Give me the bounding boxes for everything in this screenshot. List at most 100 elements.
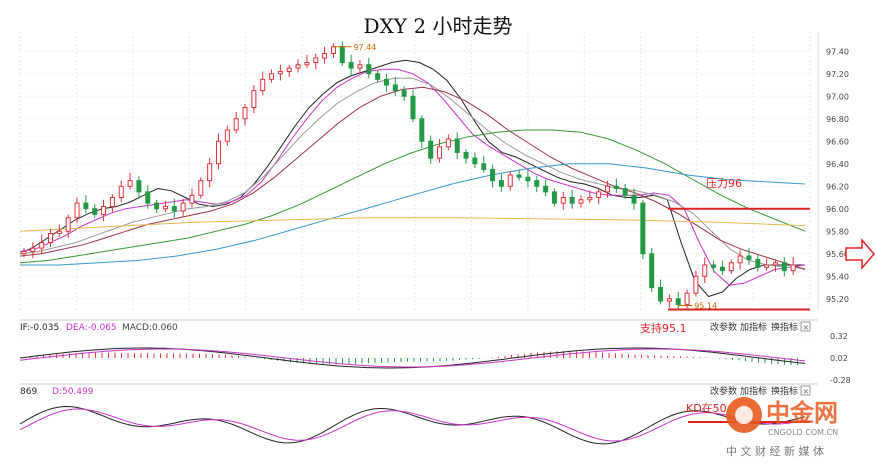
candle-body (224, 129, 230, 142)
candle-body (463, 152, 469, 159)
y-tick-label: 97.20 (826, 70, 849, 79)
candle-body (560, 197, 566, 204)
candle-body (366, 64, 372, 75)
close-icon: × (803, 387, 810, 396)
candle-body (719, 266, 725, 272)
watermark-subtitle: 中 文 财 经 新 媒 体 (726, 444, 824, 458)
candle-body (74, 202, 80, 219)
candle-body (569, 197, 575, 204)
support-label: 支持95.1 (640, 321, 687, 335)
params-button[interactable]: 改参数 (710, 321, 737, 333)
candle-body (295, 64, 301, 69)
add-indicator-button[interactable]: 加指标 (740, 321, 767, 333)
candle-body (136, 180, 142, 193)
candle-body (216, 140, 221, 165)
candle-body (348, 62, 354, 69)
candle-body (233, 118, 239, 131)
chart-title: DXY 2 小时走势 (363, 14, 513, 38)
candle-body (39, 242, 45, 249)
candle-body (127, 180, 133, 187)
candle-body (180, 202, 186, 212)
candle-body (781, 262, 787, 272)
add-indicator-button[interactable]: 加指标 (740, 385, 767, 397)
candle-body (260, 78, 266, 92)
y-tick-label: 97.40 (826, 47, 849, 56)
candle-body (437, 146, 443, 159)
indicator-kd: 869 D:50.499 KD在50 (19, 383, 818, 445)
high-label: 97.44 (353, 43, 376, 52)
candle-body (640, 202, 646, 255)
candle-body (21, 251, 27, 255)
indicator-controls: 改参数 加指标 换指标 ×改参数 加指标 换指标 × (710, 321, 811, 397)
candle-body (48, 233, 54, 243)
candle-body (207, 163, 213, 182)
candle-body (507, 174, 513, 187)
y-tick-label: 95.20 (826, 295, 849, 304)
candle-body (154, 202, 160, 210)
candle-body (401, 90, 407, 97)
switch-indicator-button[interactable]: 换指标 (771, 385, 798, 397)
close-button[interactable] (800, 385, 811, 396)
candle-body (755, 258, 761, 268)
macd-y-tick: -0.28 (830, 376, 851, 385)
candle-body (419, 118, 425, 142)
y-tick-label: 97.00 (826, 92, 849, 101)
candle-body (613, 185, 619, 189)
candle-body (198, 180, 204, 196)
candle-body (330, 46, 336, 54)
candle-body (313, 57, 319, 63)
switch-indicator-button[interactable]: 换指标 (771, 321, 798, 333)
candle-body (109, 197, 115, 207)
candle-body (322, 53, 328, 59)
kd-annotation: KD在50 (686, 402, 727, 415)
macd-dif-label: IF:-0.035 (20, 323, 59, 333)
y-tick-label: 96.80 (826, 115, 849, 124)
params-button[interactable]: 改参数 (710, 385, 737, 397)
macd-dea-label: DEA:-0.065 (66, 323, 117, 333)
watermark-brand: 中金网 (766, 399, 838, 427)
candle-body (543, 185, 549, 193)
candle-body (101, 206, 107, 215)
candle-body (454, 138, 460, 153)
candle-body (286, 67, 292, 72)
y-tick-label: 96.20 (826, 182, 849, 191)
y-axis: 97.40 97.20 97.00 96.80 96.60 96.40 96.20 96.00… (817, 32, 849, 310)
candle-body (693, 275, 699, 294)
candle-body (383, 78, 389, 86)
candle-body (675, 298, 681, 305)
candle-body (445, 138, 451, 148)
candle-body (162, 206, 168, 210)
candle-body (304, 62, 310, 66)
resistance-label: 压力96 (706, 177, 742, 190)
kd-k-label: 869 (20, 387, 37, 397)
kd-k-line (19, 405, 806, 445)
candle-body (242, 107, 248, 120)
candle-body (737, 255, 743, 264)
candle-body (746, 255, 752, 260)
watermark-domain: CNGOLD.COM.CN (768, 428, 838, 437)
candle-body (410, 95, 416, 120)
moving-averages (19, 59, 806, 298)
y-tick-label: 96.60 (826, 137, 849, 146)
candle-body (145, 191, 151, 204)
grid (19, 32, 811, 310)
y-tick-label: 95.60 (826, 250, 849, 259)
candle-body (658, 287, 664, 302)
candle-body (772, 262, 778, 266)
candle-body (605, 185, 610, 193)
candle-body (481, 163, 487, 170)
ma-line (20, 163, 806, 266)
candle-body (728, 262, 734, 272)
candle-body (498, 180, 504, 187)
ma-line (19, 86, 806, 270)
close-button[interactable] (800, 321, 811, 332)
candle-body (251, 90, 257, 108)
macd-value-label: MACD:0.060 (122, 323, 178, 333)
close-icon: × (803, 323, 810, 332)
candle-body (269, 73, 275, 80)
candle-body (764, 264, 770, 268)
y-tick-label: 96.00 (826, 205, 849, 214)
candle-body (622, 188, 628, 196)
candle-body (596, 191, 602, 198)
